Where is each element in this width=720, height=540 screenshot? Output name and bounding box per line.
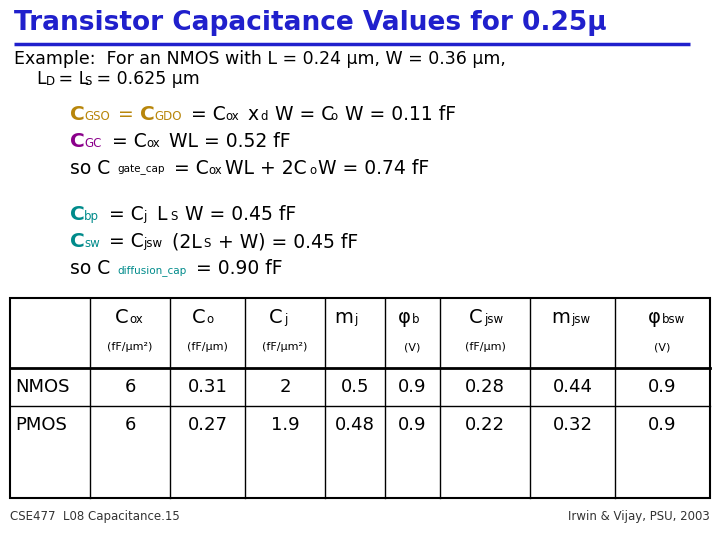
Text: ox: ox	[225, 110, 239, 123]
Text: φ: φ	[647, 308, 660, 327]
Text: = C: = C	[168, 159, 209, 178]
Text: diffusion_cap: diffusion_cap	[117, 265, 186, 276]
Text: d: d	[260, 110, 268, 123]
Text: = L: = L	[53, 70, 89, 88]
Text: CSE477  L08 Capacitance.15: CSE477 L08 Capacitance.15	[10, 510, 180, 523]
Text: 0.22: 0.22	[465, 416, 505, 434]
Text: GSO: GSO	[84, 110, 109, 123]
Text: (fF/μm): (fF/μm)	[464, 342, 505, 352]
Text: = 0.90 fF: = 0.90 fF	[190, 259, 283, 278]
Text: W = C: W = C	[269, 105, 334, 124]
Text: 0.9: 0.9	[648, 378, 677, 396]
Text: W = 0.45 fF: W = 0.45 fF	[179, 205, 296, 224]
Text: (2L: (2L	[166, 232, 202, 251]
Text: j: j	[354, 313, 357, 326]
Text: C: C	[70, 205, 85, 224]
Text: (V): (V)	[654, 342, 671, 352]
Text: = C: = C	[106, 132, 147, 151]
Text: =: =	[112, 105, 140, 124]
Text: C: C	[70, 232, 85, 251]
Text: Example:  For an NMOS with L = 0.24 μm, W = 0.36 μm,: Example: For an NMOS with L = 0.24 μm, W…	[14, 50, 506, 68]
Text: PMOS: PMOS	[15, 416, 67, 434]
Text: 0.44: 0.44	[552, 378, 593, 396]
Text: 0.32: 0.32	[552, 416, 593, 434]
Text: 6: 6	[125, 416, 135, 434]
Text: m: m	[552, 308, 570, 327]
Text: ox: ox	[208, 164, 222, 177]
Text: o: o	[309, 164, 316, 177]
Text: W = 0.11 fF: W = 0.11 fF	[339, 105, 456, 124]
Text: C: C	[70, 105, 85, 124]
Text: = C: = C	[103, 232, 144, 251]
Text: 0.28: 0.28	[465, 378, 505, 396]
Text: (V): (V)	[405, 342, 420, 352]
Text: L: L	[36, 70, 45, 88]
Text: b: b	[412, 313, 419, 326]
Text: 1.9: 1.9	[271, 416, 300, 434]
Text: jsw: jsw	[572, 313, 590, 326]
Text: gate_cap: gate_cap	[117, 165, 164, 176]
Text: = C: = C	[185, 105, 226, 124]
Text: x: x	[242, 105, 259, 124]
Text: so C: so C	[70, 159, 110, 178]
Text: φ: φ	[397, 308, 410, 327]
Bar	[10, 298, 710, 498]
Text: j: j	[143, 210, 146, 223]
Text: S: S	[170, 210, 177, 223]
Text: (fF/μm²): (fF/μm²)	[262, 342, 307, 352]
Text: = C: = C	[103, 205, 144, 224]
Text: m: m	[334, 308, 353, 327]
Text: 6: 6	[125, 378, 135, 396]
Text: WL + 2C: WL + 2C	[225, 159, 307, 178]
Text: D: D	[46, 75, 55, 88]
Text: 0.27: 0.27	[187, 416, 228, 434]
Text: 0.5: 0.5	[341, 378, 369, 396]
Text: 0.9: 0.9	[398, 378, 427, 396]
Text: sw: sw	[84, 237, 100, 250]
Text: jsw: jsw	[143, 237, 162, 250]
Text: so C: so C	[70, 259, 110, 278]
Text: 0.9: 0.9	[398, 416, 427, 434]
Text: ox: ox	[146, 137, 160, 150]
Text: ox: ox	[129, 313, 143, 326]
Text: j: j	[284, 313, 287, 326]
Text: WL = 0.52 fF: WL = 0.52 fF	[163, 132, 291, 151]
Text: L: L	[151, 205, 168, 224]
Text: C: C	[70, 132, 85, 151]
Text: S: S	[203, 237, 210, 250]
Text: NMOS: NMOS	[15, 378, 70, 396]
Text: o: o	[330, 110, 337, 123]
Text: bp: bp	[84, 210, 99, 223]
Text: 2: 2	[279, 378, 291, 396]
Text: C: C	[469, 308, 483, 327]
Text: + W) = 0.45 fF: + W) = 0.45 fF	[212, 232, 359, 251]
Text: C: C	[114, 308, 128, 327]
Text: bsw: bsw	[662, 313, 685, 326]
Text: C: C	[192, 308, 205, 327]
Text: Irwin & Vijay, PSU, 2003: Irwin & Vijay, PSU, 2003	[568, 510, 710, 523]
Text: 0.9: 0.9	[648, 416, 677, 434]
Text: o: o	[207, 313, 214, 326]
Text: Transistor Capacitance Values for 0.25μ: Transistor Capacitance Values for 0.25μ	[14, 10, 607, 36]
Text: GDO: GDO	[154, 110, 181, 123]
Text: = 0.625 μm: = 0.625 μm	[91, 70, 199, 88]
Text: W = 0.74 fF: W = 0.74 fF	[318, 159, 429, 178]
Text: S: S	[84, 75, 91, 88]
Text: (fF/μm): (fF/μm)	[187, 342, 228, 352]
Text: C: C	[269, 308, 283, 327]
Text: (fF/μm²): (fF/μm²)	[107, 342, 153, 352]
Text: 0.31: 0.31	[188, 378, 228, 396]
Text: GC: GC	[84, 137, 102, 150]
Text: C: C	[140, 105, 155, 124]
Text: jsw: jsw	[484, 313, 503, 326]
Text: 0.48: 0.48	[335, 416, 375, 434]
